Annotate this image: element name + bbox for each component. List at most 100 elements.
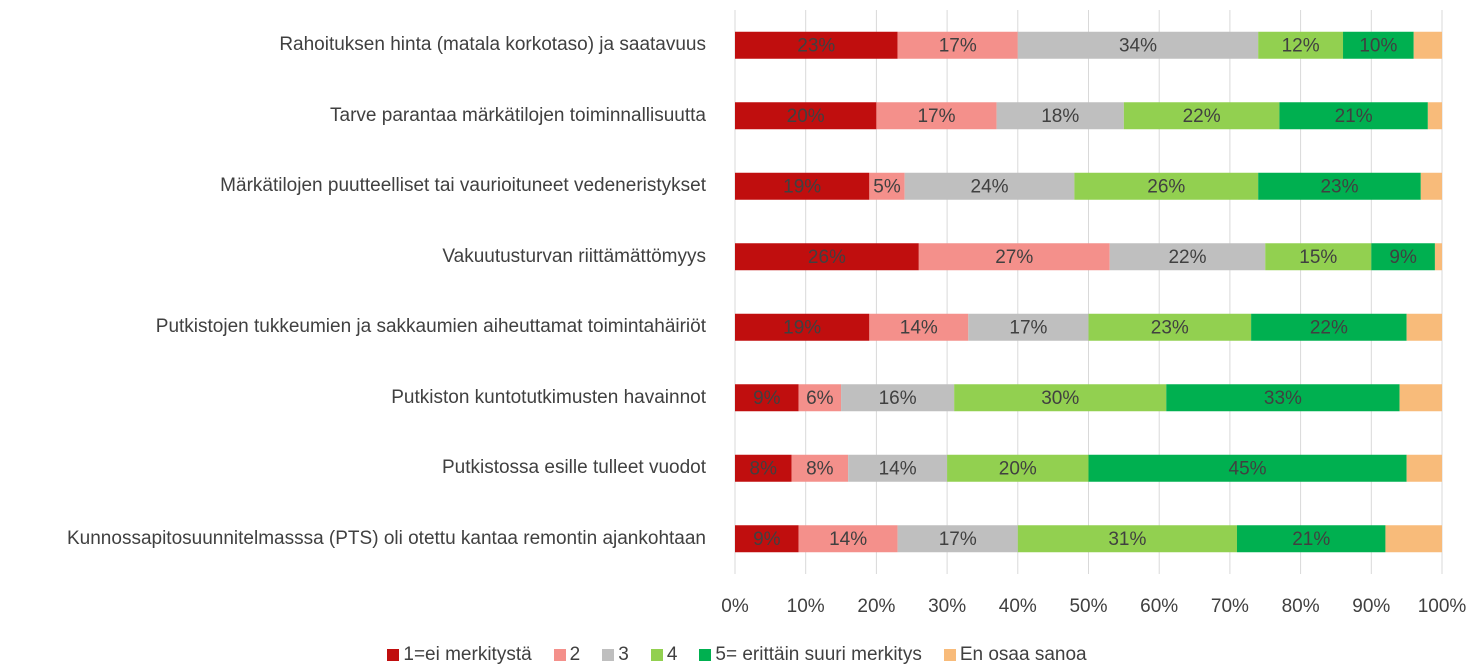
legend-item: 1=ei merkitystä [387, 644, 532, 665]
legend-label: 5= erittäin suuri merkitys [715, 644, 922, 665]
bar-segment [735, 243, 919, 271]
legend-item: 2 [553, 644, 580, 665]
data-label: 27% [995, 247, 1033, 268]
data-label: 8% [806, 458, 834, 479]
bar-segment [841, 384, 955, 412]
bar-segment [1017, 525, 1237, 553]
data-label: 14% [900, 317, 938, 338]
bar-segment [1406, 313, 1442, 341]
x-tick-label: 10% [787, 596, 825, 617]
legend-item: 5= erittäin suuri merkitys [699, 644, 922, 665]
data-label: 31% [1108, 529, 1146, 550]
data-label: 5% [873, 176, 901, 197]
bar-segment [1399, 384, 1442, 412]
bar-segment [1265, 243, 1372, 271]
category-text: Vakuutusturvan riittämättömyys [442, 245, 706, 267]
data-label: 18% [1041, 106, 1079, 127]
data-label: 22% [1183, 106, 1221, 127]
bar-segment [735, 31, 898, 59]
category-text: Putkistojen tukkeumien ja sakkaumien aih… [155, 316, 706, 338]
data-label: 26% [808, 247, 846, 268]
category-label: Putkistossa esille tulleet vuodot [0, 456, 706, 480]
bar-segment [1427, 102, 1442, 130]
data-label: 23% [1151, 317, 1189, 338]
x-tick-label: 100% [1418, 596, 1467, 617]
category-label: Kunnossapitosuunnitelmasssa (PTS) oli ot… [0, 527, 706, 551]
legend-swatch [943, 649, 956, 661]
category-text: Märkätilojen puutteelliset tai vaurioitu… [220, 175, 706, 197]
legend-swatch [602, 649, 615, 661]
legend-item: 3 [602, 644, 629, 665]
legend-label: 4 [666, 644, 678, 665]
bar-segment [1074, 172, 1259, 200]
bar-segment [996, 102, 1124, 130]
category-text: Rahoituksen hinta (matala korkotaso) ja … [279, 34, 706, 56]
x-tick-label: 40% [999, 596, 1037, 617]
data-label: 17% [939, 529, 977, 550]
data-label: 9% [753, 388, 781, 409]
bar-segment [1371, 243, 1435, 271]
category-text: Kunnossapitosuunnitelmasssa (PTS) oli ot… [67, 527, 706, 549]
data-label: 16% [879, 388, 917, 409]
bar-segment [918, 243, 1110, 271]
bar-segment [1258, 31, 1344, 59]
category-text: Putkiston kuntotutkimusten havainnot [391, 386, 706, 408]
bar-segment [1166, 384, 1400, 412]
bar-segment [1109, 243, 1266, 271]
data-label: 20% [999, 458, 1037, 479]
legend-label: En osaa sanoa [959, 644, 1087, 665]
bar-segment [1236, 525, 1386, 553]
bar-segment [798, 384, 842, 412]
bar-segment [848, 454, 948, 482]
data-label: 30% [1041, 388, 1079, 409]
bar-segment [1420, 172, 1442, 200]
data-label: 34% [1119, 35, 1157, 56]
bar-segment [1343, 31, 1414, 59]
bar-segment [1088, 454, 1407, 482]
bar-segment [897, 525, 1018, 553]
category-label: Putkistojen tukkeumien ja sakkaumien aih… [0, 315, 706, 339]
data-label: 9% [753, 529, 781, 550]
x-tick-label: 80% [1282, 596, 1320, 617]
data-label: 19% [783, 176, 821, 197]
bar-segment [1406, 454, 1442, 482]
category-label: Putkiston kuntotutkimusten havainnot [0, 386, 706, 410]
data-label: 9% [1389, 247, 1417, 268]
data-label: 19% [783, 317, 821, 338]
bar-segment [897, 31, 1018, 59]
category-text: Putkistossa esille tulleet vuodot [441, 457, 706, 479]
bar-segment [735, 454, 792, 482]
x-tick-label: 50% [1069, 596, 1107, 617]
data-label: 6% [806, 388, 834, 409]
x-tick-label: 90% [1352, 596, 1390, 617]
data-label: 21% [1292, 529, 1330, 550]
bar-segment [947, 454, 1089, 482]
bar-segment [1413, 31, 1442, 59]
data-label: 17% [1009, 317, 1047, 338]
x-tick-label: 20% [857, 596, 895, 617]
category-label: Vakuutusturvan riittämättömyys [0, 245, 706, 269]
data-label: 21% [1335, 106, 1373, 127]
data-label: 23% [1320, 176, 1358, 197]
bar-segment [735, 102, 877, 130]
bar-segment [1434, 243, 1442, 271]
bar-segment [735, 172, 870, 200]
bar-segment [876, 102, 997, 130]
legend-label: 3 [618, 644, 629, 665]
bar-segment [735, 313, 870, 341]
bar-segment [1251, 313, 1407, 341]
category-label: Rahoituksen hinta (matala korkotaso) ja … [0, 33, 706, 57]
legend-item: En osaa sanoa [943, 644, 1087, 665]
bar-segment [869, 172, 905, 200]
category-label: Märkätilojen puutteelliset tai vaurioitu… [0, 174, 706, 198]
legend-swatch [553, 649, 566, 661]
bar-segment [904, 172, 1075, 200]
x-tick-label: 0% [721, 596, 749, 617]
bar-segment [954, 384, 1167, 412]
bar-segment [798, 525, 898, 553]
legend-label: 1=ei merkitystä [403, 644, 532, 665]
legend-swatch [387, 649, 400, 661]
data-label: 17% [917, 106, 955, 127]
